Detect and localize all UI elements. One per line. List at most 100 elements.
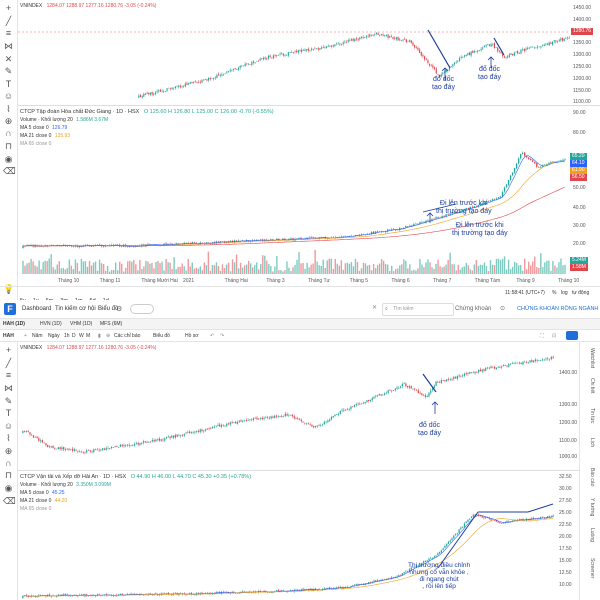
candle xyxy=(520,49,522,55)
candle xyxy=(437,380,439,383)
close-icon[interactable]: ✕ xyxy=(372,305,378,311)
right-panel-item[interactable]: Lịch xyxy=(589,438,595,448)
app-logo[interactable]: F xyxy=(4,303,16,315)
text-icon[interactable]: T xyxy=(5,408,12,418)
redo-icon[interactable]: ↷ xyxy=(220,333,225,339)
tab-hvn[interactable]: HVN (1D) xyxy=(40,321,62,327)
candle xyxy=(178,84,180,89)
zoom-icon[interactable]: ⊕ xyxy=(4,116,13,126)
candle xyxy=(183,85,185,88)
brush-icon[interactable]: ✎ xyxy=(4,66,13,76)
compare-icon[interactable]: ⊕ xyxy=(106,333,111,339)
log-toggle[interactable]: log xyxy=(561,290,568,296)
candle xyxy=(144,92,147,96)
candle xyxy=(318,236,320,240)
lock-icon[interactable]: ⊓ xyxy=(4,141,13,151)
percent-toggle[interactable]: % xyxy=(552,290,557,296)
undo-icon[interactable]: ↶ xyxy=(210,333,215,339)
candle xyxy=(475,205,478,207)
market-select[interactable]: Chứng khoán xyxy=(455,306,492,312)
crosshair-icon[interactable]: + xyxy=(5,345,12,355)
candle xyxy=(477,204,480,208)
tf-day[interactable]: Ngày xyxy=(48,333,60,339)
range-label[interactable]: Năm xyxy=(32,333,43,339)
right-panel-item[interactable]: Chi tiết xyxy=(589,378,595,394)
magnet-icon[interactable]: ∩ xyxy=(5,458,12,468)
camera-icon[interactable]: ⊡ xyxy=(552,333,557,339)
nav-news[interactable]: Tin kiếm cơ hội xyxy=(55,306,96,312)
eye-icon[interactable]: ◉ xyxy=(4,483,13,493)
horizontal-lines-icon[interactable]: ≡ xyxy=(5,370,12,380)
candle xyxy=(188,82,190,86)
candle xyxy=(463,522,466,528)
firm-label[interactable]: CHỨNG KHOÁN RỒNG NGÀNH xyxy=(517,306,599,312)
trendline-icon[interactable]: ╱ xyxy=(5,358,12,368)
right-panel-item[interactable]: Tin tức xyxy=(589,408,595,424)
pattern-icon[interactable]: ✕ xyxy=(4,54,13,64)
text-icon[interactable]: T xyxy=(5,79,12,89)
trendline-icon[interactable]: ╱ xyxy=(5,16,12,26)
user-icon[interactable]: ⊙ xyxy=(500,306,506,312)
right-panel-item[interactable]: Screener xyxy=(589,558,595,579)
fib-icon[interactable]: ⋈ xyxy=(4,41,13,51)
volume-bar xyxy=(534,256,536,274)
add-icon[interactable]: + xyxy=(24,333,27,339)
ruler-icon[interactable]: ⌇ xyxy=(6,104,11,114)
lock-icon[interactable]: ⊓ xyxy=(4,470,13,480)
tf-option[interactable]: M xyxy=(86,333,91,339)
volume-bar xyxy=(187,258,189,274)
tf-option[interactable]: D xyxy=(72,333,76,339)
brush-icon[interactable]: ✎ xyxy=(4,396,13,406)
tf-option[interactable]: W xyxy=(79,333,84,339)
candle xyxy=(86,448,88,454)
trend-line xyxy=(437,511,479,569)
zoom-icon[interactable]: ⊕ xyxy=(4,446,13,456)
template-button[interactable]: Hồ sơ xyxy=(185,333,199,339)
right-panel-item[interactable]: Báo cáo xyxy=(589,468,595,487)
right-panel-item[interactable]: Luồng xyxy=(589,528,595,542)
magnet-icon[interactable]: ∩ xyxy=(5,128,12,138)
fullscreen-icon[interactable]: ⛶ xyxy=(540,333,544,339)
tf-option[interactable]: 1h xyxy=(64,333,70,339)
horizontal-lines-icon[interactable]: ≡ xyxy=(5,28,12,38)
nav-chart[interactable]: Biểu đồ xyxy=(98,306,119,312)
candle xyxy=(307,47,309,53)
candle xyxy=(517,362,519,364)
candle xyxy=(493,41,495,49)
publish-icon[interactable] xyxy=(566,331,578,340)
candle xyxy=(246,63,248,66)
fib-icon[interactable]: ⋈ xyxy=(4,383,13,393)
tab-hah[interactable]: HAH (1D) xyxy=(3,321,25,327)
candle xyxy=(541,357,544,361)
candle-type-icon[interactable]: ▮ xyxy=(98,333,101,339)
nav-dashboard[interactable]: Dashboard xyxy=(22,306,52,312)
right-panel-item[interactable]: Ý tưởng xyxy=(589,498,595,517)
lightbulb-icon[interactable]: 💡 xyxy=(3,284,15,294)
auto-toggle[interactable]: tự động xyxy=(572,290,590,296)
chart-button[interactable]: Biểu đồ xyxy=(153,333,170,339)
symbol-input[interactable]: HAH xyxy=(3,333,14,339)
settings-icon[interactable]: ⚙ xyxy=(116,306,123,313)
volume-bar xyxy=(215,262,218,274)
right-panel-item[interactable]: Watchlist xyxy=(589,348,595,369)
volume-bar xyxy=(538,267,540,274)
ma21-label: MA 21 close 0 xyxy=(20,498,52,504)
eye-icon[interactable]: ◉ xyxy=(4,154,13,164)
indicators-button[interactable]: Các chỉ báo xyxy=(114,333,141,339)
smile-icon[interactable]: ☺ xyxy=(3,421,14,431)
volume-bar xyxy=(129,260,131,274)
trash-icon[interactable]: ⌫ xyxy=(3,166,16,176)
search-box[interactable]: ⌕ Tìm kiếm xyxy=(382,303,454,316)
tab-vhm[interactable]: VHM (1D) xyxy=(70,321,93,327)
toggle-switch[interactable] xyxy=(130,304,154,314)
candle xyxy=(320,423,322,427)
crosshair-icon[interactable]: + xyxy=(5,3,12,13)
smile-icon[interactable]: ☺ xyxy=(3,91,14,101)
candle xyxy=(27,429,29,433)
trash-icon[interactable]: ⌫ xyxy=(3,496,16,506)
ruler-icon[interactable]: ⌇ xyxy=(6,433,11,443)
tab-mfs[interactable]: MFS (6M) xyxy=(100,321,123,327)
candle xyxy=(247,63,250,66)
axis-tick: 32.50 xyxy=(559,474,572,480)
candle xyxy=(374,230,377,235)
